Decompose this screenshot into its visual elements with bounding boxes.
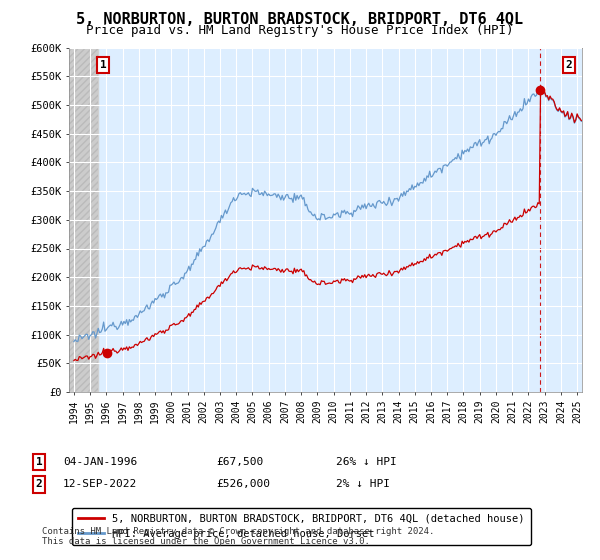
Text: 5, NORBURTON, BURTON BRADSTOCK, BRIDPORT, DT6 4QL: 5, NORBURTON, BURTON BRADSTOCK, BRIDPORT… [76,12,524,27]
Text: 26% ↓ HPI: 26% ↓ HPI [336,457,397,467]
Text: 04-JAN-1996: 04-JAN-1996 [63,457,137,467]
Text: 1: 1 [100,60,106,70]
Text: 12-SEP-2022: 12-SEP-2022 [63,479,137,489]
Text: 2: 2 [35,479,43,489]
Bar [69,48,98,392]
Text: 2% ↓ HPI: 2% ↓ HPI [336,479,390,489]
Bar [69,48,98,392]
Text: £67,500: £67,500 [216,457,263,467]
Legend: 5, NORBURTON, BURTON BRADSTOCK, BRIDPORT, DT6 4QL (detached house), HPI: Average: 5, NORBURTON, BURTON BRADSTOCK, BRIDPORT… [71,507,531,545]
Text: 1: 1 [35,457,43,467]
Text: Price paid vs. HM Land Registry's House Price Index (HPI): Price paid vs. HM Land Registry's House … [86,24,514,36]
Text: £526,000: £526,000 [216,479,270,489]
Text: 2: 2 [566,60,572,70]
Text: Contains HM Land Registry data © Crown copyright and database right 2024.
This d: Contains HM Land Registry data © Crown c… [42,526,434,546]
